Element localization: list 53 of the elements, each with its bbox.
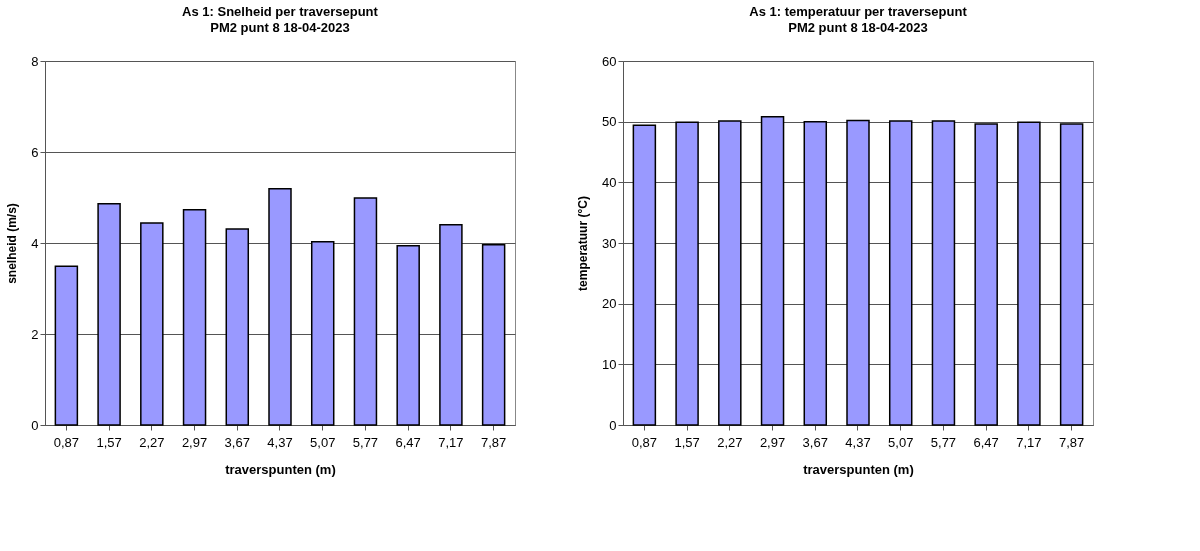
bar [353, 197, 378, 426]
x-tick-label: 7,17 [438, 434, 464, 450]
x-tick-label: 7,87 [1058, 434, 1085, 450]
x-tick-label: 5,07 [888, 434, 914, 450]
x-tick-label: 0,87 [53, 434, 80, 450]
x-tick-label: 5,77 [930, 434, 957, 450]
y-tick-label: 0 [609, 417, 617, 433]
chart-subtitle: PM2 punt 8 18-04-2023 [788, 20, 928, 35]
x-axis-title: traverspunten (m) [803, 461, 914, 477]
y-tick-label: 2 [31, 326, 39, 342]
y-axis-title: snelheid (m/s) [5, 203, 20, 284]
y-axis-title: temperatuur (°C) [576, 196, 591, 291]
chart-title: As 1: temperatuur per traversepunt [749, 4, 968, 19]
x-tick-label: 2,97 [181, 434, 208, 450]
x-tick-label: 7,17 [1016, 434, 1042, 450]
chart-subtitle: PM2 punt 8 18-04-2023 [210, 20, 350, 35]
bar [182, 209, 207, 426]
x-tick-label: 2,27 [139, 434, 165, 450]
x-tick-label: 4,37 [845, 434, 871, 450]
x-tick-label: 3,67 [802, 434, 828, 450]
y-tick-label: 8 [31, 53, 39, 69]
y-tick-label: 20 [602, 296, 617, 312]
bar [140, 222, 164, 426]
x-tick-label: 4,37 [267, 434, 293, 450]
x-tick-label: 5,77 [352, 434, 379, 450]
y-tick-label: 0 [31, 417, 39, 433]
y-tick-label: 30 [602, 235, 617, 251]
y-tick-label: 40 [602, 174, 617, 190]
bar [97, 203, 121, 426]
x-tick-label: 2,27 [717, 434, 743, 450]
chart-title: As 1: Snelheid per traversepunt [182, 4, 379, 19]
x-tick-label: 6,47 [395, 434, 421, 450]
x-axis-title: traverspunten (m) [225, 461, 336, 477]
bar [225, 228, 250, 426]
x-tick-label: 7,87 [480, 434, 507, 450]
y-tick-label: 10 [602, 356, 617, 372]
bar [481, 244, 506, 426]
y-tick-label: 4 [31, 235, 39, 251]
y-tick-label: 60 [602, 53, 617, 69]
x-tick-label: 0,87 [631, 434, 658, 450]
bar [396, 244, 420, 426]
x-tick-label: 1,57 [96, 434, 122, 450]
bar [310, 240, 335, 426]
x-tick-label: 1,57 [674, 434, 700, 450]
bar [268, 188, 292, 426]
y-tick-label: 6 [31, 144, 39, 160]
bar [439, 224, 463, 426]
x-tick-label: 3,67 [224, 434, 250, 450]
x-tick-label: 2,97 [759, 434, 786, 450]
bar [54, 265, 79, 426]
x-tick-label: 6,47 [973, 434, 999, 450]
x-tick-label: 5,07 [310, 434, 336, 450]
y-tick-label: 50 [602, 114, 617, 130]
